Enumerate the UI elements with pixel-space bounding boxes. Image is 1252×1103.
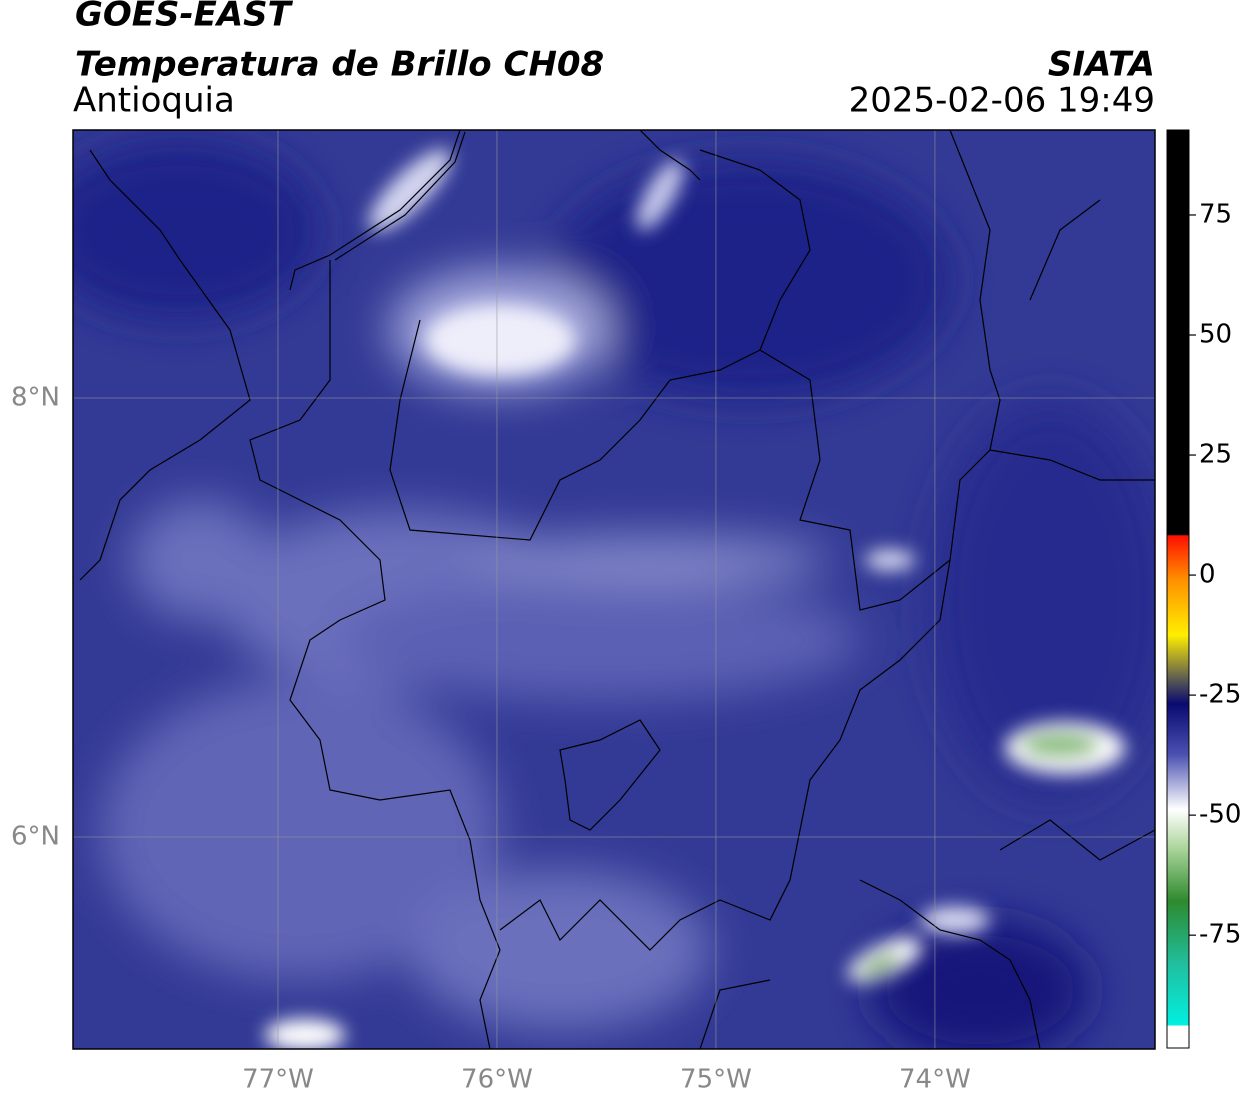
y-tick-label: 8°N bbox=[11, 382, 60, 412]
x-tick-label: 77°W bbox=[242, 1065, 314, 1095]
colorbar-tick-label: 75 bbox=[1199, 199, 1232, 229]
x-tick-label: 75°W bbox=[680, 1065, 752, 1095]
subtitle: Temperatura de Brillo CH08 bbox=[75, 45, 604, 85]
map-frame bbox=[72, 129, 1156, 1050]
colorbar-tick-label: 0 bbox=[1199, 560, 1216, 590]
grid bbox=[73, 130, 1155, 1049]
region: Antioquia bbox=[73, 81, 235, 121]
colorbar bbox=[1166, 129, 1190, 1049]
colorbar-tick-label: 25 bbox=[1199, 440, 1232, 470]
colorbar-tick-label: -75 bbox=[1199, 920, 1241, 950]
colorbar-tick-label: 50 bbox=[1199, 320, 1232, 350]
colorbar-tick-label: -50 bbox=[1199, 800, 1241, 830]
datetime: 2025-02-06 19:49 bbox=[849, 81, 1155, 121]
y-tick-label: 6°N bbox=[11, 821, 60, 851]
x-tick-label: 74°W bbox=[899, 1065, 971, 1095]
x-tick-label: 76°W bbox=[461, 1065, 533, 1095]
colorbar-tick-label: -25 bbox=[1199, 680, 1241, 710]
map-image bbox=[73, 130, 1155, 1049]
title: GOES-EAST bbox=[75, 0, 294, 35]
source: SIATA bbox=[1048, 45, 1155, 85]
